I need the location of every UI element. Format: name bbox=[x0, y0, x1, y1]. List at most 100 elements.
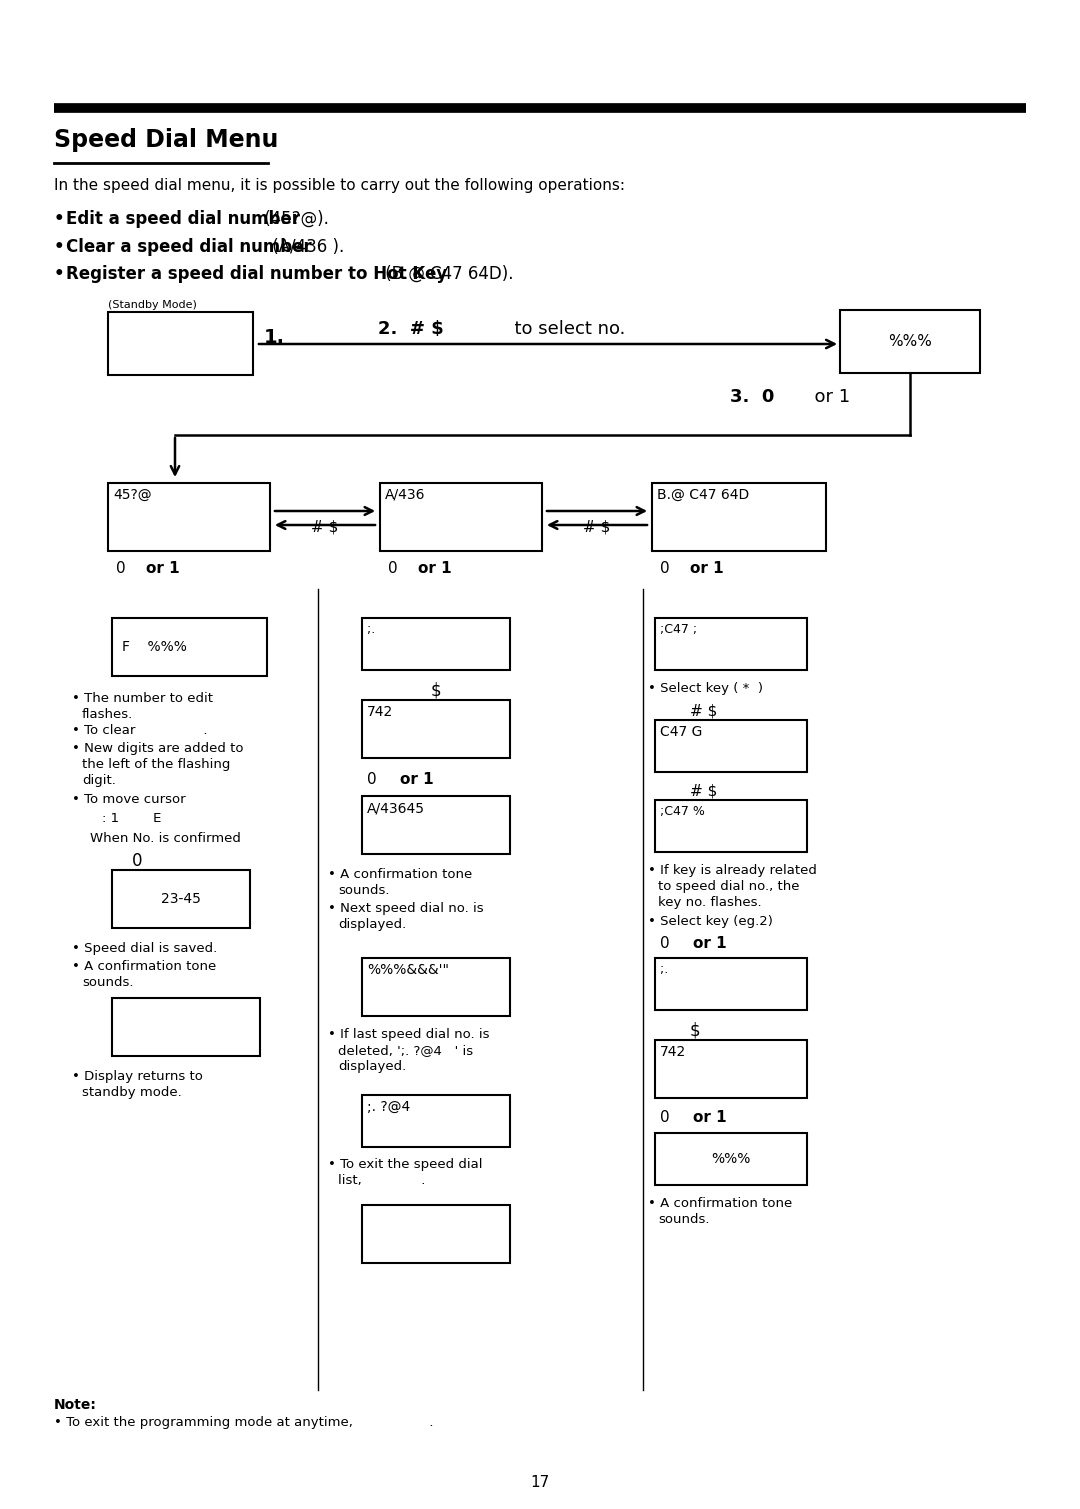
Text: 2.  # $: 2. # $ bbox=[378, 320, 444, 338]
Text: or 1: or 1 bbox=[146, 561, 179, 576]
Text: 23-45: 23-45 bbox=[161, 892, 201, 905]
Text: • To clear                .: • To clear . bbox=[72, 724, 207, 736]
Text: A/43645: A/43645 bbox=[367, 801, 426, 815]
Text: or 1: or 1 bbox=[400, 773, 434, 788]
Bar bbox=[362, 797, 510, 854]
Text: ;.: ;. bbox=[660, 963, 669, 976]
Text: •: • bbox=[54, 266, 70, 284]
Text: displayed.: displayed. bbox=[338, 1059, 406, 1073]
Text: or 1: or 1 bbox=[780, 388, 850, 406]
Text: • Speed dial is saved.: • Speed dial is saved. bbox=[72, 942, 217, 955]
Text: • A confirmation tone: • A confirmation tone bbox=[328, 868, 472, 881]
Text: Edit a speed dial number: Edit a speed dial number bbox=[66, 210, 300, 228]
Text: • A confirmation tone: • A confirmation tone bbox=[72, 960, 216, 973]
Text: •: • bbox=[54, 238, 70, 257]
Text: 0: 0 bbox=[660, 1111, 670, 1126]
Text: • To exit the programming mode at anytime,                  .: • To exit the programming mode at anytim… bbox=[54, 1415, 433, 1429]
Bar bbox=[362, 700, 510, 758]
Text: or 1: or 1 bbox=[418, 561, 451, 576]
Text: • Display returns to: • Display returns to bbox=[72, 1070, 203, 1083]
Text: sounds.: sounds. bbox=[82, 976, 134, 988]
Text: 45?@: 45?@ bbox=[113, 487, 151, 502]
Text: or 1: or 1 bbox=[693, 1111, 727, 1126]
Bar bbox=[362, 1206, 510, 1263]
Text: to select no.: to select no. bbox=[480, 320, 625, 338]
Text: 0: 0 bbox=[367, 773, 377, 788]
Text: or 1: or 1 bbox=[693, 936, 727, 951]
Text: •: • bbox=[54, 210, 70, 228]
Text: to speed dial no., the: to speed dial no., the bbox=[658, 880, 799, 893]
Text: Note:: Note: bbox=[54, 1397, 97, 1412]
Bar bbox=[112, 871, 249, 928]
Text: digit.: digit. bbox=[82, 774, 116, 788]
Text: # $: # $ bbox=[583, 519, 610, 534]
Text: 0: 0 bbox=[660, 936, 670, 951]
Text: (B.@ C47 64D).: (B.@ C47 64D). bbox=[380, 266, 513, 284]
Text: Speed Dial Menu: Speed Dial Menu bbox=[54, 128, 279, 152]
Text: %%%: %%% bbox=[888, 335, 932, 350]
Text: ;. ?@4: ;. ?@4 bbox=[367, 1100, 410, 1114]
Text: • If key is already related: • If key is already related bbox=[648, 865, 816, 877]
Bar bbox=[654, 720, 807, 773]
Text: sounds.: sounds. bbox=[338, 884, 390, 896]
Bar bbox=[108, 312, 253, 376]
Text: deleted, ';. ?@4   ' is: deleted, ';. ?@4 ' is bbox=[338, 1044, 473, 1056]
Text: 0: 0 bbox=[660, 561, 670, 576]
Text: • Select key (eg.2): • Select key (eg.2) bbox=[648, 914, 773, 928]
Text: # $: # $ bbox=[690, 703, 717, 718]
Text: 742: 742 bbox=[367, 705, 393, 718]
Bar bbox=[654, 619, 807, 670]
Text: (A/436 ).: (A/436 ). bbox=[267, 238, 345, 257]
Text: # $: # $ bbox=[311, 519, 339, 534]
Bar bbox=[654, 1040, 807, 1099]
Bar bbox=[654, 958, 807, 1010]
Bar bbox=[840, 309, 980, 373]
Text: key no. flashes.: key no. flashes. bbox=[658, 896, 761, 908]
Text: 0: 0 bbox=[116, 561, 125, 576]
Text: list,              .: list, . bbox=[338, 1174, 426, 1188]
Text: (45?@).: (45?@). bbox=[259, 210, 329, 228]
Text: flashes.: flashes. bbox=[82, 708, 133, 721]
Bar bbox=[108, 483, 270, 551]
Text: • To exit the speed dial: • To exit the speed dial bbox=[328, 1157, 483, 1171]
Text: 0: 0 bbox=[388, 561, 397, 576]
Text: B.@ C47 64D: B.@ C47 64D bbox=[657, 487, 750, 502]
Text: F    %%%: F %%% bbox=[122, 640, 187, 653]
Text: • Next speed dial no. is: • Next speed dial no. is bbox=[328, 902, 484, 914]
Bar bbox=[362, 619, 510, 670]
Text: # $: # $ bbox=[690, 783, 717, 798]
Text: standby mode.: standby mode. bbox=[82, 1086, 181, 1099]
Text: • Select key ( *  ): • Select key ( * ) bbox=[648, 682, 762, 696]
Text: : 1        E: : 1 E bbox=[102, 812, 161, 825]
Text: Register a speed dial number to Hot Key: Register a speed dial number to Hot Key bbox=[66, 266, 447, 284]
Text: 17: 17 bbox=[530, 1474, 550, 1489]
Text: 1.: 1. bbox=[264, 327, 285, 347]
Text: or 1: or 1 bbox=[690, 561, 724, 576]
Bar bbox=[112, 997, 260, 1056]
Text: sounds.: sounds. bbox=[658, 1213, 710, 1225]
Bar bbox=[380, 483, 542, 551]
Text: %%%: %%% bbox=[712, 1151, 751, 1166]
Bar bbox=[652, 483, 826, 551]
Text: ;C47 %: ;C47 % bbox=[660, 804, 705, 818]
Text: $: $ bbox=[690, 1022, 701, 1040]
Text: 3.  0: 3. 0 bbox=[730, 388, 774, 406]
Text: ;C47 ;: ;C47 ; bbox=[660, 623, 697, 635]
Text: When No. is confirmed: When No. is confirmed bbox=[90, 831, 241, 845]
Bar bbox=[654, 800, 807, 853]
Bar bbox=[654, 1133, 807, 1185]
Bar bbox=[362, 958, 510, 1016]
Text: (Standby Mode): (Standby Mode) bbox=[108, 300, 197, 309]
Text: C47 G: C47 G bbox=[660, 724, 702, 739]
Text: • If last speed dial no. is: • If last speed dial no. is bbox=[328, 1028, 489, 1041]
Text: 0: 0 bbox=[132, 853, 143, 871]
Text: • The number to edit: • The number to edit bbox=[72, 693, 213, 705]
Text: ;.: ;. bbox=[367, 623, 375, 635]
Text: Clear a speed dial number: Clear a speed dial number bbox=[66, 238, 312, 257]
Text: • A confirmation tone: • A confirmation tone bbox=[648, 1197, 793, 1210]
Text: • New digits are added to: • New digits are added to bbox=[72, 742, 243, 754]
Text: %%%&&&'": %%%&&&'" bbox=[367, 963, 449, 976]
Text: displayed.: displayed. bbox=[338, 917, 406, 931]
Text: the left of the flashing: the left of the flashing bbox=[82, 758, 230, 771]
Bar bbox=[362, 1096, 510, 1147]
